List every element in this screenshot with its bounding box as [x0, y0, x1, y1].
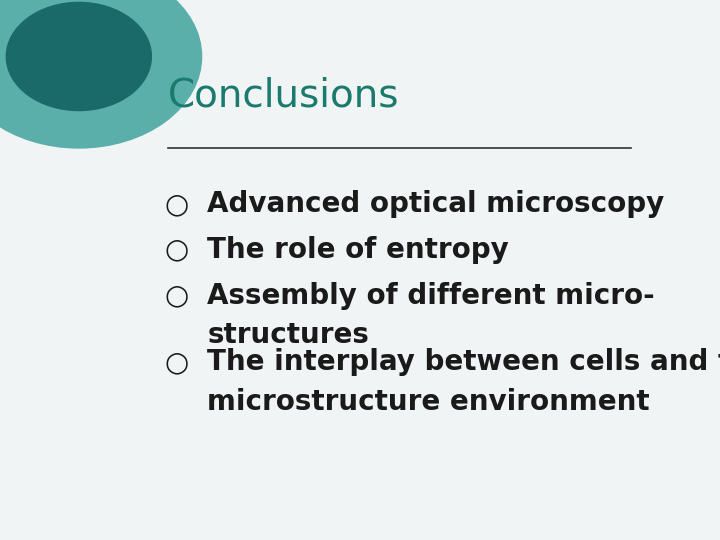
Text: Assembly of different micro-: Assembly of different micro-: [207, 281, 654, 309]
Text: ○: ○: [164, 281, 189, 309]
Text: ○: ○: [164, 190, 189, 218]
Text: The role of entropy: The role of entropy: [207, 236, 509, 264]
Text: ○: ○: [164, 236, 189, 264]
Text: structures: structures: [207, 321, 369, 349]
Circle shape: [6, 2, 151, 111]
Text: Advanced optical microscopy: Advanced optical microscopy: [207, 190, 665, 218]
Text: microstructure environment: microstructure environment: [207, 388, 650, 416]
Text: ○: ○: [164, 348, 189, 376]
Text: The interplay between cells and the: The interplay between cells and the: [207, 348, 720, 376]
Circle shape: [0, 0, 202, 148]
Text: Conclusions: Conclusions: [168, 77, 400, 114]
